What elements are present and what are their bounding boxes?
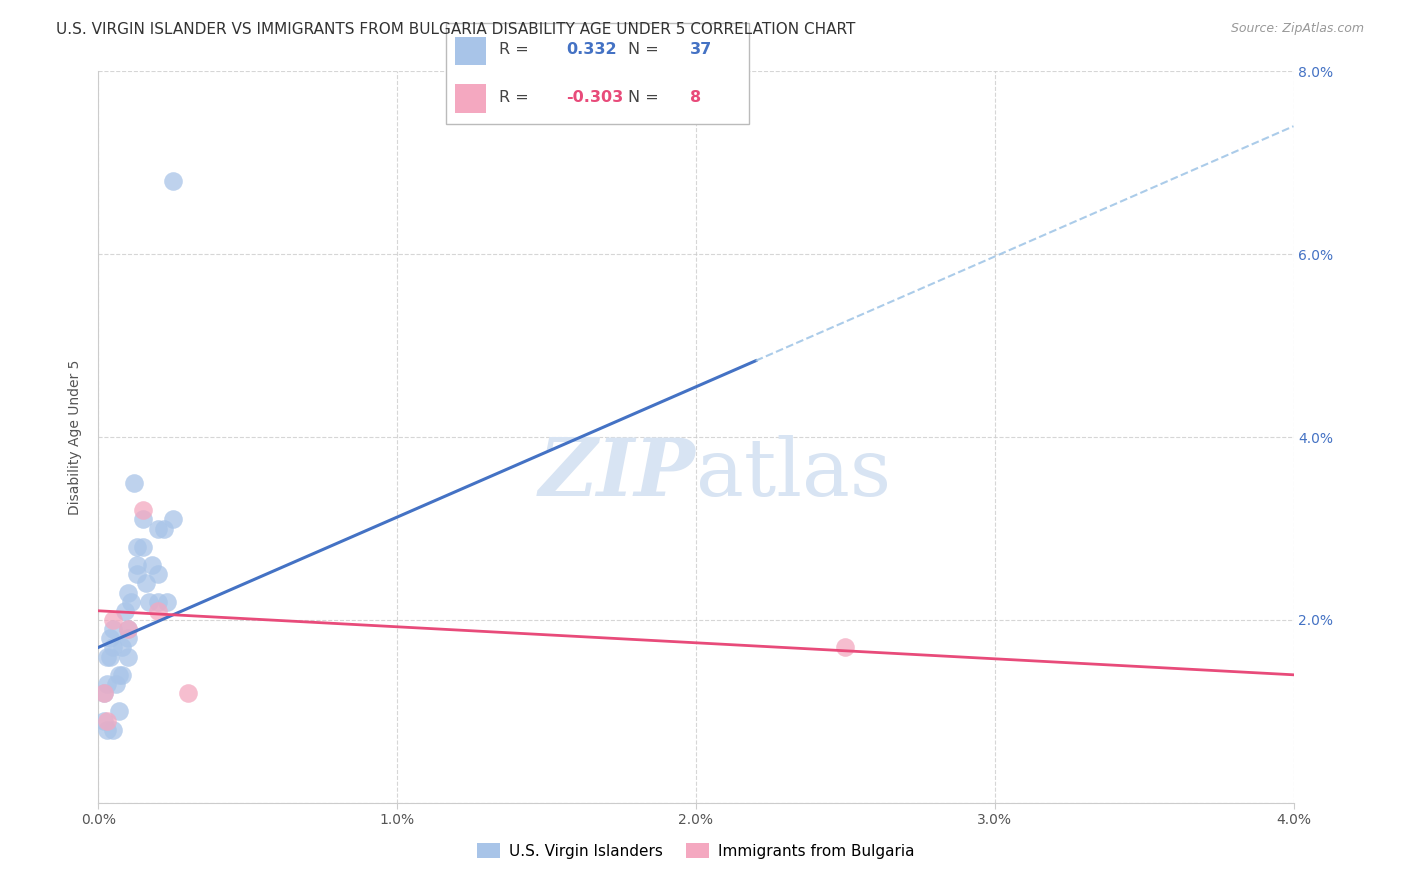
- Point: [103, 613, 125, 627]
- Legend: U.S. Virgin Islanders, Immigrants from Bulgaria: U.S. Virgin Islanders, Immigrants from B…: [471, 837, 921, 864]
- Text: 8: 8: [690, 90, 702, 104]
- Point: [105, 677, 128, 691]
- Point: [103, 640, 125, 655]
- Point: [93, 714, 115, 728]
- Point: [132, 540, 155, 554]
- Point: [141, 558, 163, 573]
- Point: [135, 576, 157, 591]
- Point: [108, 705, 131, 719]
- Point: [93, 686, 115, 700]
- Point: [96, 723, 118, 737]
- Point: [153, 521, 176, 535]
- Text: U.S. VIRGIN ISLANDER VS IMMIGRANTS FROM BULGARIA DISABILITY AGE UNDER 5 CORRELAT: U.S. VIRGIN ISLANDER VS IMMIGRANTS FROM …: [56, 22, 856, 37]
- Point: [138, 595, 160, 609]
- Point: [96, 677, 118, 691]
- Point: [834, 640, 856, 655]
- Point: [162, 174, 184, 188]
- Text: Source: ZipAtlas.com: Source: ZipAtlas.com: [1230, 22, 1364, 36]
- Point: [117, 649, 139, 664]
- Point: [96, 714, 118, 728]
- Point: [156, 595, 179, 609]
- Point: [148, 567, 170, 582]
- FancyBboxPatch shape: [456, 37, 486, 65]
- Point: [111, 667, 134, 681]
- Point: [132, 512, 155, 526]
- Point: [117, 585, 139, 599]
- Y-axis label: Disability Age Under 5: Disability Age Under 5: [69, 359, 83, 515]
- Text: N =: N =: [628, 90, 665, 104]
- Text: R =: R =: [499, 43, 533, 57]
- Point: [120, 595, 142, 609]
- Point: [127, 567, 149, 582]
- Point: [117, 622, 139, 636]
- Point: [114, 604, 136, 618]
- Point: [148, 521, 170, 535]
- Text: R =: R =: [499, 90, 533, 104]
- FancyBboxPatch shape: [446, 23, 749, 124]
- Text: 37: 37: [690, 43, 713, 57]
- Point: [103, 723, 125, 737]
- Point: [111, 640, 134, 655]
- Point: [124, 475, 146, 490]
- Point: [117, 622, 139, 636]
- Text: -0.303: -0.303: [567, 90, 624, 104]
- Point: [108, 667, 131, 681]
- Point: [93, 686, 115, 700]
- Text: atlas: atlas: [696, 434, 891, 513]
- Point: [162, 512, 184, 526]
- Text: 0.332: 0.332: [567, 43, 617, 57]
- Text: ZIP: ZIP: [538, 435, 696, 512]
- Point: [148, 604, 170, 618]
- Point: [132, 503, 155, 517]
- Point: [98, 649, 122, 664]
- FancyBboxPatch shape: [456, 84, 486, 112]
- Point: [103, 622, 125, 636]
- Point: [117, 632, 139, 646]
- Point: [127, 540, 149, 554]
- Point: [127, 558, 149, 573]
- Point: [148, 595, 170, 609]
- Point: [98, 632, 122, 646]
- Text: N =: N =: [628, 43, 665, 57]
- Point: [177, 686, 200, 700]
- Point: [96, 649, 118, 664]
